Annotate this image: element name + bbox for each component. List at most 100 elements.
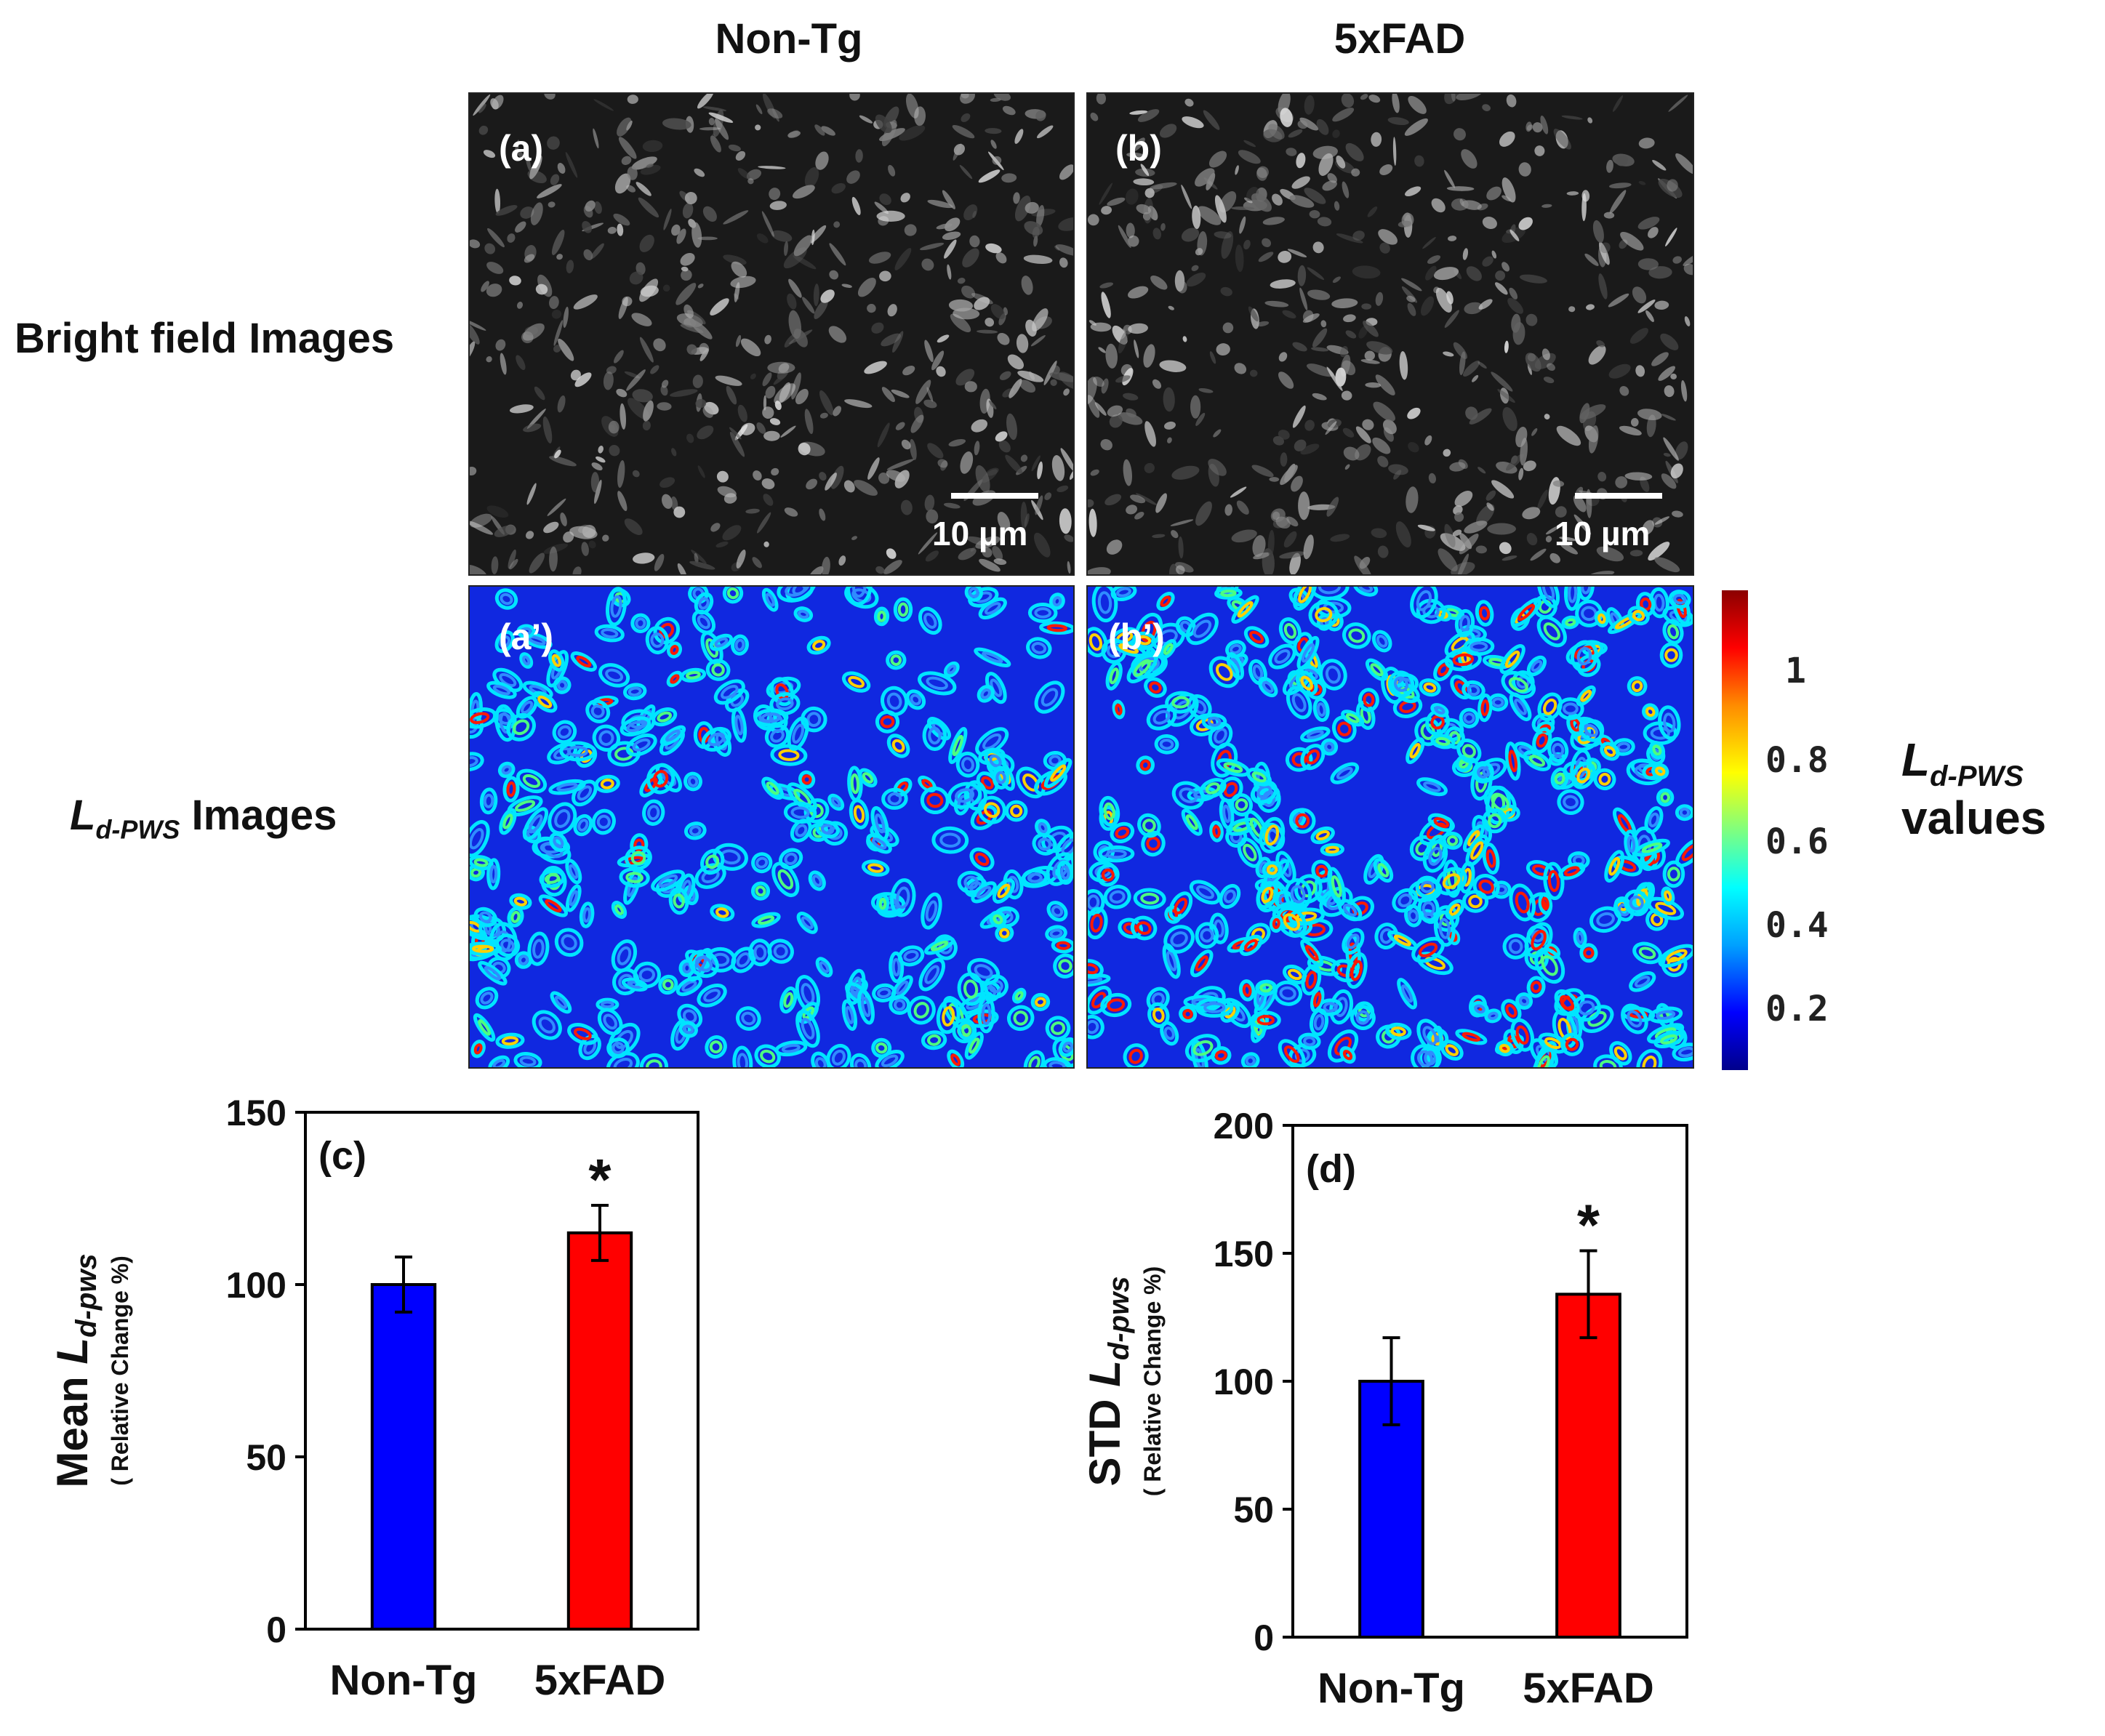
texture-speckle <box>1588 425 1599 454</box>
map-blob <box>1126 652 1158 683</box>
texture-speckle <box>1106 539 1123 555</box>
map-blob <box>1526 976 1546 998</box>
texture-speckle <box>895 422 905 430</box>
texture-speckle <box>522 323 545 341</box>
texture-speckle <box>1311 347 1329 352</box>
map-blob <box>750 881 771 901</box>
x-tick-label: Non-Tg <box>330 1657 478 1704</box>
texture-speckle <box>661 379 669 388</box>
texture-speckle <box>1487 523 1516 535</box>
map-blob <box>849 798 870 829</box>
texture-speckle <box>722 525 742 541</box>
colorbar-label: Ld-PWS values <box>1901 734 2046 843</box>
texture-speckle <box>793 235 813 257</box>
texture-speckle <box>697 94 714 109</box>
map-blob <box>1571 994 1601 1022</box>
colorbar-tick-label: 1 <box>1785 651 1806 691</box>
texture-speckle <box>1090 469 1099 476</box>
map-blob <box>1653 1030 1685 1049</box>
map-blob <box>1624 829 1639 859</box>
texture-speckle <box>734 282 740 302</box>
texture-speckle <box>478 125 489 135</box>
texture-speckle <box>829 243 846 266</box>
texture-speckle <box>878 128 905 142</box>
texture-speckle <box>1327 173 1337 183</box>
texture-speckle <box>1341 94 1355 108</box>
texture-speckle <box>844 399 873 409</box>
map-blob <box>473 1013 496 1042</box>
texture-speckle <box>1198 387 1214 393</box>
texture-speckle <box>1665 228 1677 246</box>
texture-speckle <box>1222 322 1234 334</box>
map-blob <box>1573 927 1587 949</box>
map-blob <box>826 1043 851 1067</box>
map-blob <box>1195 997 1234 1018</box>
map-blob <box>659 725 686 746</box>
texture-speckle <box>1296 153 1306 169</box>
map-blob <box>1230 793 1254 816</box>
map-blob <box>1034 680 1065 714</box>
texture-speckle <box>972 211 977 218</box>
map-blob <box>1006 1005 1035 1032</box>
map-blob <box>642 799 665 826</box>
texture-speckle <box>1523 460 1536 472</box>
map-blob <box>761 587 779 612</box>
texture-speckle <box>958 547 977 560</box>
texture-speckle <box>1060 448 1073 473</box>
texture-speckle <box>1175 562 1194 573</box>
texture-speckle <box>702 206 717 222</box>
texture-speckle <box>1186 273 1206 287</box>
map-blob <box>1658 944 1693 968</box>
texture-speckle <box>1094 402 1107 416</box>
map-blob <box>1250 1010 1281 1030</box>
texture-speckle <box>1640 476 1650 492</box>
map-blob <box>1046 901 1068 922</box>
texture-speckle <box>1451 94 1456 102</box>
texture-speckle <box>1501 555 1517 561</box>
texture-speckle <box>520 206 534 219</box>
texture-speckle <box>716 470 729 483</box>
texture-speckle <box>1275 516 1291 529</box>
map-blob <box>1385 1022 1412 1040</box>
texture-speckle <box>1668 95 1688 112</box>
map-blob <box>1219 883 1241 909</box>
texture-speckle <box>487 228 505 248</box>
map-blob <box>1171 781 1205 810</box>
texture-speckle <box>1107 405 1123 417</box>
texture-speckle <box>1209 351 1216 364</box>
map-blob <box>1661 886 1675 906</box>
texture-speckle <box>681 266 689 272</box>
texture-speckle <box>1123 393 1139 401</box>
texture-speckle <box>1401 212 1414 228</box>
y-tick-label: 150 <box>1214 1234 1274 1274</box>
texture-speckle <box>762 372 772 387</box>
texture-speckle <box>1586 304 1595 310</box>
map-blob <box>806 635 831 655</box>
texture-speckle <box>553 345 561 353</box>
texture-speckle <box>879 270 891 282</box>
texture-speckle <box>1495 282 1508 295</box>
texture-speckle <box>583 249 593 261</box>
texture-speckle <box>585 200 596 212</box>
texture-speckle <box>1238 150 1261 164</box>
texture-speckle <box>814 124 825 136</box>
texture-speckle <box>1127 286 1149 299</box>
map-blob <box>751 912 781 928</box>
column-title-non-tg: Non-Tg <box>715 15 863 63</box>
texture-speckle <box>1256 321 1270 327</box>
map-blob <box>1163 925 1195 954</box>
map-blob <box>811 1051 831 1067</box>
map-blob <box>486 680 517 699</box>
map-blob <box>964 587 983 602</box>
texture-speckle <box>1433 267 1459 281</box>
map-blob <box>861 859 890 877</box>
texture-speckle <box>879 193 891 206</box>
map-blob <box>1459 707 1480 728</box>
texture-speckle <box>638 197 659 218</box>
texture-speckle <box>1408 442 1419 453</box>
map-blob <box>1416 598 1446 624</box>
texture-speckle <box>783 241 789 256</box>
map-blob <box>1238 979 1256 1002</box>
texture-speckle <box>556 254 563 260</box>
significance-marker: * <box>1577 1192 1600 1257</box>
